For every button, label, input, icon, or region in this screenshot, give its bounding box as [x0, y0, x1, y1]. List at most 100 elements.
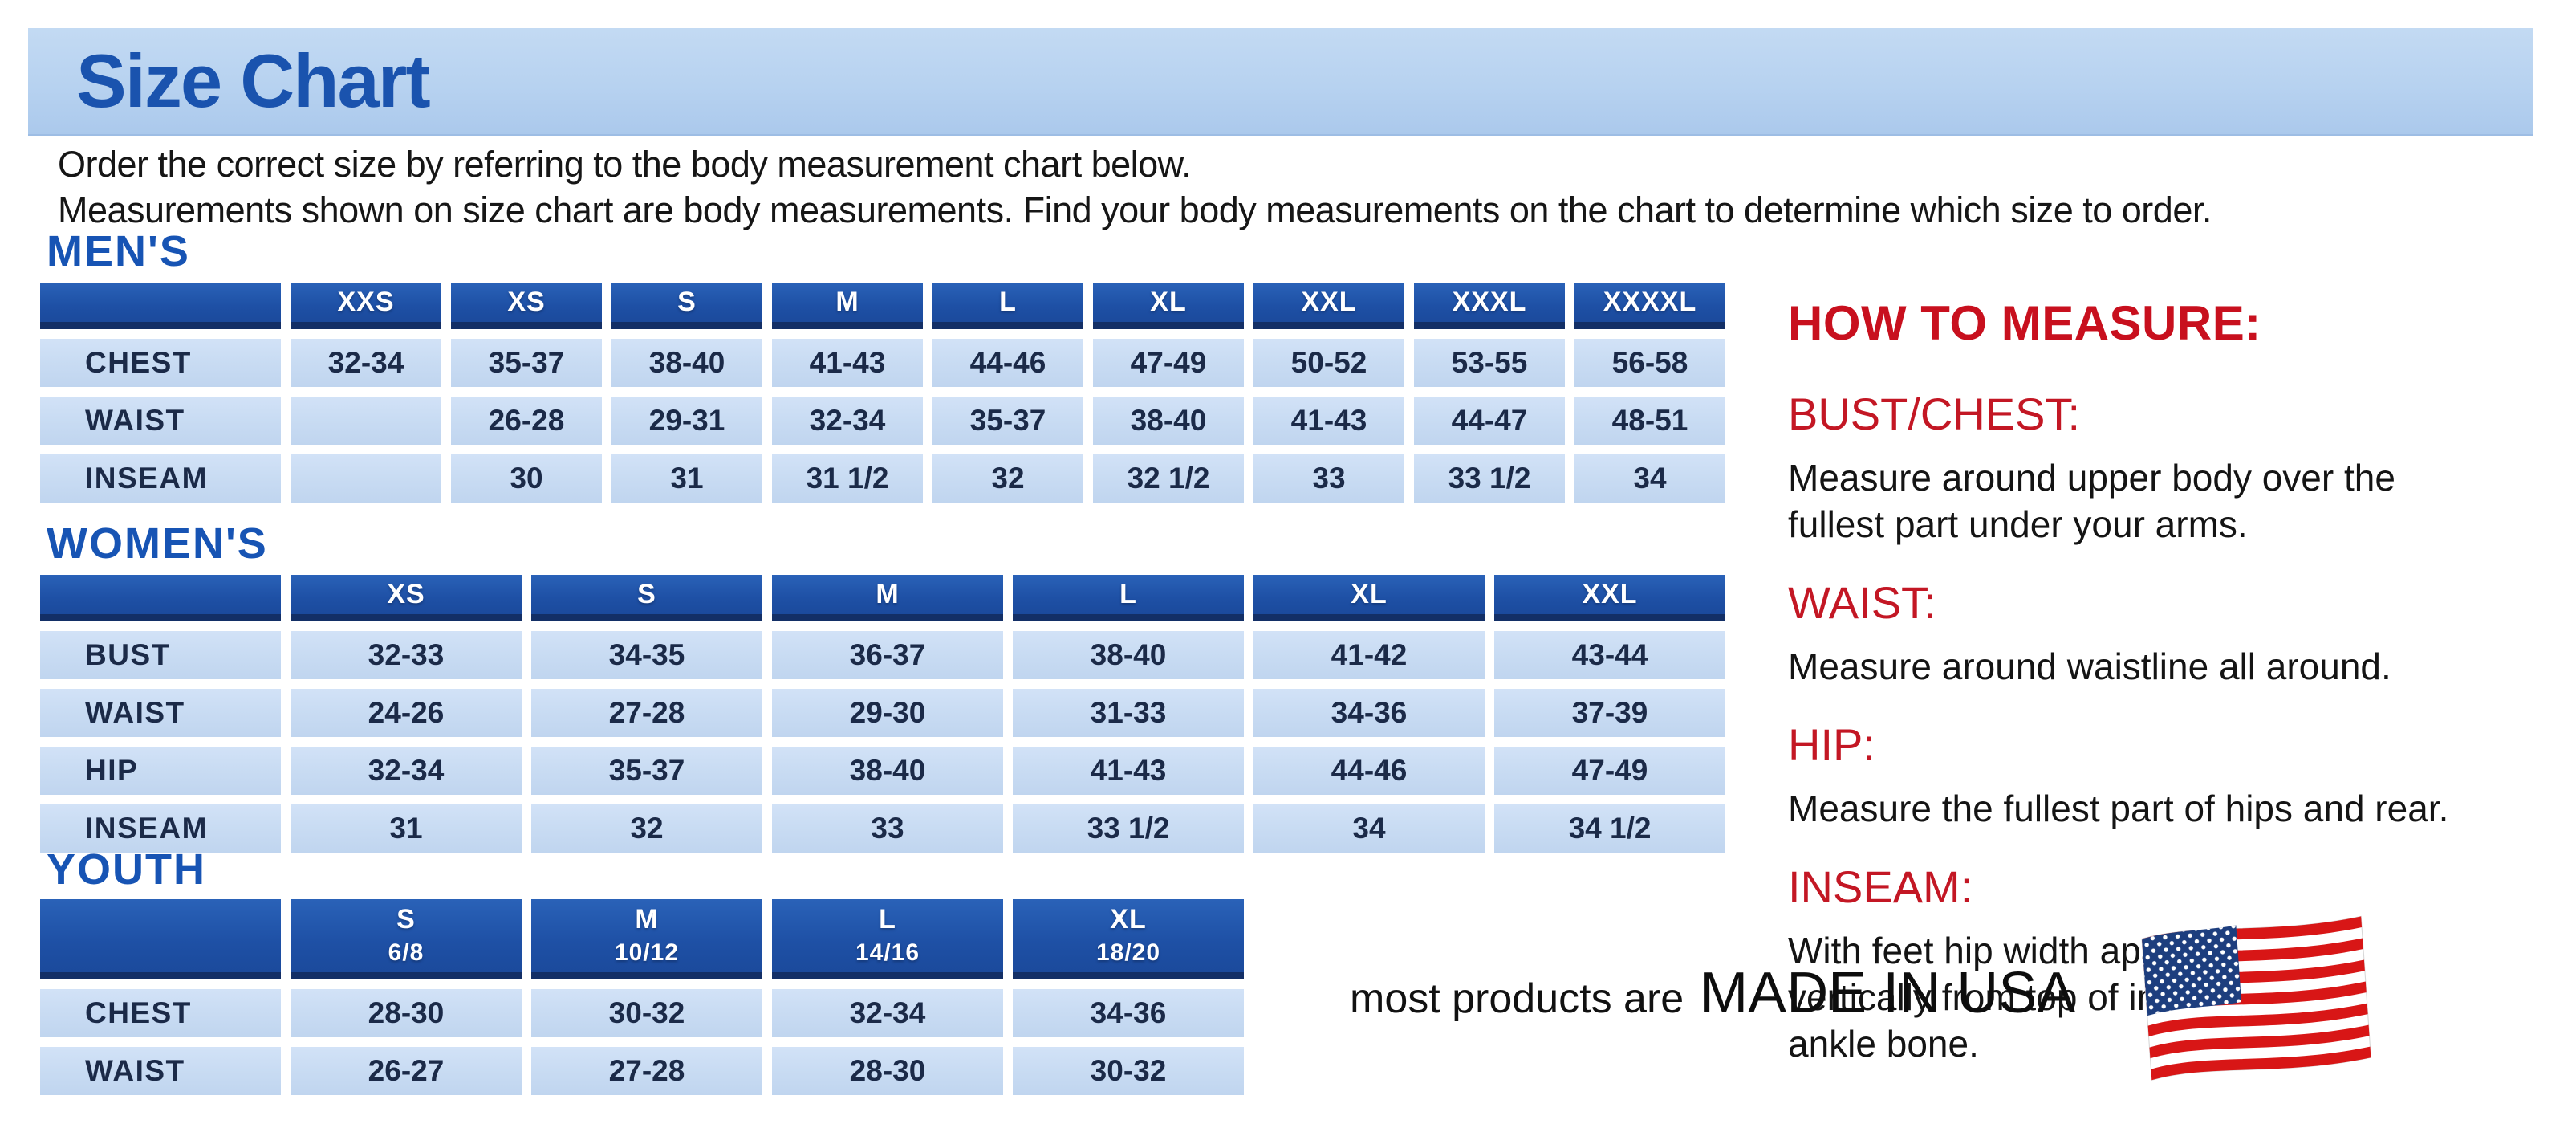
table-cell: 41-43 — [1013, 747, 1244, 795]
column-header: XXL — [1253, 283, 1404, 329]
table-row: BUST 32-33 34-35 36-37 38-40 41-42 43-44 — [40, 631, 1725, 679]
table-cell: 32 1/2 — [1093, 454, 1244, 503]
measure-item-label: HIP: — [1788, 719, 1875, 770]
table-cell: 56-58 — [1574, 339, 1725, 387]
measure-item-bust: BUST/CHEST: Measure around upper body ov… — [1788, 388, 2576, 548]
corner-cell — [40, 575, 281, 621]
table-cell: 47-49 — [1093, 339, 1244, 387]
table-cell: 44-46 — [932, 339, 1083, 387]
table-cell: 35-37 — [932, 397, 1083, 445]
table-cell: 33 — [772, 804, 1003, 853]
measure-item-text: Measure around waistline all around. — [1788, 645, 2391, 687]
table-cell: 32-34 — [772, 397, 923, 445]
mens-section-heading: MEN'S — [47, 227, 190, 275]
table-cell: 34 — [1253, 804, 1485, 853]
size-name: S — [396, 903, 416, 935]
column-header: XXXL — [1414, 283, 1565, 329]
column-header: L 14/16 — [772, 899, 1003, 979]
usa-flag-icon — [2141, 915, 2372, 1081]
column-header: XXXXL — [1574, 283, 1725, 329]
table-cell: 31-33 — [1013, 689, 1244, 737]
intro-line-1: Order the correct size by referring to t… — [58, 144, 1192, 185]
measure-item-hip: HIP: Measure the fullest part of hips an… — [1788, 719, 2576, 832]
table-cell: 41-42 — [1253, 631, 1485, 679]
size-range: 14/16 — [855, 939, 920, 966]
table-cell: 33 — [1253, 454, 1404, 503]
footer-text: most products are — [1350, 975, 1684, 1022]
column-header: XS — [291, 575, 522, 621]
size-name: XL — [1110, 903, 1147, 935]
youth-header-row: S 6/8 M 10/12 L 14/16 XL 18/20 — [40, 899, 1244, 979]
table-cell: 28-30 — [291, 989, 522, 1037]
row-label: INSEAM — [40, 454, 281, 503]
intro-text: Order the correct size by referring to t… — [58, 141, 2212, 233]
table-cell: 38-40 — [611, 339, 762, 387]
size-range: 10/12 — [614, 939, 680, 966]
table-cell: 27-28 — [531, 689, 762, 737]
row-label: WAIST — [40, 1047, 281, 1095]
mens-size-table: XXS XS S M L XL XXL XXXL XXXXL CHEST 32-… — [30, 273, 1735, 512]
table-cell: 31 — [611, 454, 762, 503]
table-cell: 38-40 — [1013, 631, 1244, 679]
column-header: S 6/8 — [291, 899, 522, 979]
table-cell: 34 1/2 — [1494, 804, 1725, 853]
measure-item-text: fullest part under your arms. — [1788, 503, 2248, 545]
how-to-measure-heading: HOW TO MEASURE: — [1788, 296, 2261, 350]
column-header: XXS — [291, 283, 441, 329]
corner-cell — [40, 283, 281, 329]
row-label: HIP — [40, 747, 281, 795]
column-header: XL 18/20 — [1013, 899, 1244, 979]
table-cell: 27-28 — [531, 1047, 762, 1095]
title-band: Size Chart — [28, 28, 2533, 136]
table-cell: 34-36 — [1013, 989, 1244, 1037]
table-cell: 30 — [451, 454, 602, 503]
made-in-usa-text: MADE IN USA — [1700, 961, 2076, 1025]
made-in-usa-line: most products are MADE IN USA — [1350, 960, 2075, 1026]
measure-item-text: Measure the fullest part of hips and rea… — [1788, 788, 2449, 829]
table-cell: 37-39 — [1494, 689, 1725, 737]
table-cell: 31 1/2 — [772, 454, 923, 503]
table-cell: 41-43 — [772, 339, 923, 387]
measure-item-text: Measure around upper body over the — [1788, 457, 2395, 499]
table-cell: 29-31 — [611, 397, 762, 445]
row-label: CHEST — [40, 989, 281, 1037]
table-row: WAIST 26-27 27-28 28-30 30-32 — [40, 1047, 1244, 1095]
table-cell: 24-26 — [291, 689, 522, 737]
table-cell: 30-32 — [1013, 1047, 1244, 1095]
table-cell: 32-34 — [772, 989, 1003, 1037]
table-cell: 47-49 — [1494, 747, 1725, 795]
column-header: S — [611, 283, 762, 329]
table-cell: 44-46 — [1253, 747, 1485, 795]
table-cell: 36-37 — [772, 631, 1003, 679]
table-cell — [291, 454, 441, 503]
column-header: M — [772, 283, 923, 329]
table-cell: 32-34 — [291, 747, 522, 795]
youth-size-table: S 6/8 M 10/12 L 14/16 XL 18/20 CHEST 28-30 3… — [30, 890, 1253, 1105]
youth-section-heading: YOUTH — [47, 845, 206, 894]
table-cell: 32-34 — [291, 339, 441, 387]
table-cell: 53-55 — [1414, 339, 1565, 387]
womens-size-table: XS S M L XL XXL BUST 32-33 34-35 36-37 3… — [30, 565, 1735, 862]
womens-header-row: XS S M L XL XXL — [40, 575, 1725, 621]
column-header: XS — [451, 283, 602, 329]
table-row: HIP 32-34 35-37 38-40 41-43 44-46 47-49 — [40, 747, 1725, 795]
row-label: INSEAM — [40, 804, 281, 853]
table-row: CHEST 32-34 35-37 38-40 41-43 44-46 47-4… — [40, 339, 1725, 387]
column-header: M 10/12 — [531, 899, 762, 979]
table-cell: 26-28 — [451, 397, 602, 445]
measure-item-label: BUST/CHEST: — [1788, 389, 2081, 439]
table-row: INSEAM 30 31 31 1/2 32 32 1/2 33 33 1/2 … — [40, 454, 1725, 503]
table-cell: 35-37 — [451, 339, 602, 387]
table-cell: 29-30 — [772, 689, 1003, 737]
table-cell: 26-27 — [291, 1047, 522, 1095]
column-header: XL — [1253, 575, 1485, 621]
table-cell: 43-44 — [1494, 631, 1725, 679]
column-header: L — [932, 283, 1083, 329]
measure-item-text: ankle bone. — [1788, 1023, 1979, 1065]
table-cell: 32 — [932, 454, 1083, 503]
table-cell: 38-40 — [772, 747, 1003, 795]
column-header: M — [772, 575, 1003, 621]
table-cell — [291, 397, 441, 445]
row-label: WAIST — [40, 689, 281, 737]
